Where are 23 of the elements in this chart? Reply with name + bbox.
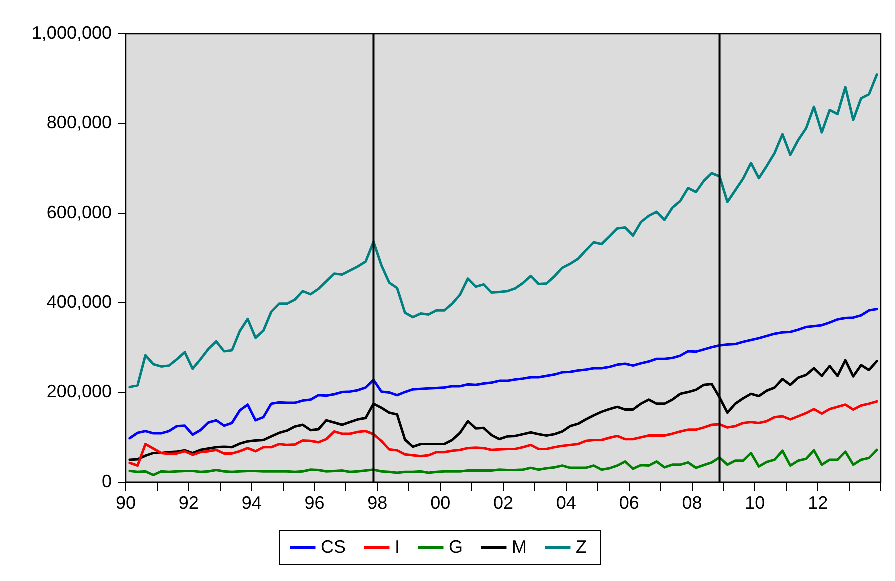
x-tick-label: 94: [242, 493, 262, 514]
x-tick-label: 02: [493, 493, 514, 514]
y-tick-label: 400,000: [46, 292, 112, 312]
legend-label: G: [449, 536, 464, 557]
x-tick-label: 04: [556, 493, 576, 514]
legend-label: CS: [321, 536, 346, 557]
x-tick-label: 92: [178, 493, 199, 514]
y-tick-label: 200,000: [46, 382, 112, 402]
legend-label: Z: [576, 536, 588, 557]
x-tick-label: 10: [745, 493, 766, 514]
x-tick-label: 96: [304, 493, 325, 514]
y-tick-label: 600,000: [46, 202, 112, 222]
y-tick-label: 800,000: [46, 112, 112, 133]
x-tick-label: 00: [430, 493, 451, 514]
y-tick-label: 1,000,000: [32, 22, 112, 43]
x-tick-label: 08: [682, 493, 702, 514]
x-tick-label: 98: [368, 493, 388, 514]
legend-label: M: [512, 536, 528, 557]
x-tick-label: 06: [619, 493, 640, 514]
legend-label: I: [395, 536, 400, 557]
x-tick-label: 12: [808, 493, 828, 514]
y-tick-label: 0: [102, 471, 112, 492]
x-tick-label: 90: [116, 493, 136, 514]
